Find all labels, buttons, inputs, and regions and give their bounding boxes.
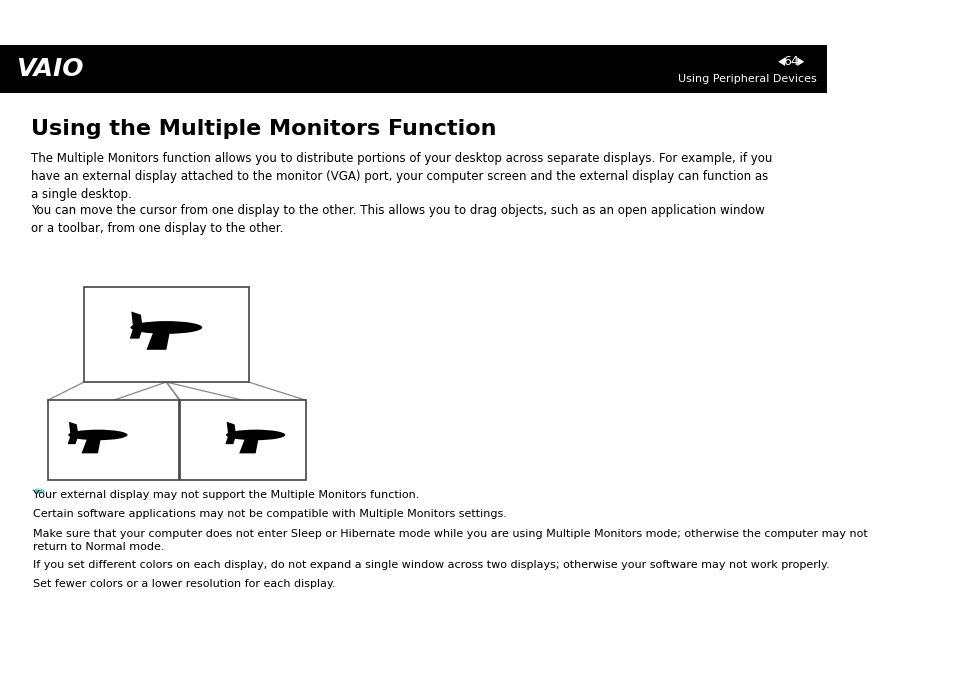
Text: ✏: ✏ [33, 485, 45, 499]
Polygon shape [239, 436, 258, 454]
Ellipse shape [226, 429, 285, 440]
Text: Set fewer colors or a lower resolution for each display.: Set fewer colors or a lower resolution f… [33, 579, 335, 589]
Polygon shape [225, 436, 235, 444]
Text: The Multiple Monitors function allows you to distribute portions of your desktop: The Multiple Monitors function allows yo… [31, 152, 772, 201]
Polygon shape [81, 436, 101, 454]
Text: VAIO: VAIO [15, 57, 83, 81]
Bar [48, 400, 179, 480]
Ellipse shape [69, 429, 128, 440]
Ellipse shape [131, 321, 202, 334]
Bar [84, 286, 249, 382]
Polygon shape [130, 329, 142, 338]
Polygon shape [227, 422, 235, 433]
Polygon shape [111, 431, 123, 439]
Text: Using Peripheral Devices: Using Peripheral Devices [677, 74, 816, 84]
Text: You can move the cursor from one display to the other. This allows you to drag o: You can move the cursor from one display… [31, 204, 764, 235]
Polygon shape [69, 422, 78, 433]
Polygon shape [269, 431, 280, 439]
Polygon shape [147, 329, 171, 350]
Bar [0, 45, 826, 93]
Polygon shape [778, 57, 784, 66]
Polygon shape [182, 323, 196, 332]
Polygon shape [68, 436, 78, 444]
Text: Certain software applications may not be compatible with Multiple Monitors setti: Certain software applications may not be… [33, 510, 506, 520]
Bar [180, 400, 306, 480]
Text: Using the Multiple Monitors Function: Using the Multiple Monitors Function [31, 119, 497, 139]
Text: Your external display may not support the Multiple Monitors function.: Your external display may not support th… [33, 491, 419, 500]
Text: Make sure that your computer does not enter Sleep or Hibernate mode while you ar: Make sure that your computer does not en… [33, 528, 867, 552]
Polygon shape [797, 57, 803, 66]
Text: 64: 64 [782, 55, 799, 68]
Polygon shape [132, 311, 142, 326]
Text: If you set different colors on each display, do not expand a single window acros: If you set different colors on each disp… [33, 559, 829, 570]
